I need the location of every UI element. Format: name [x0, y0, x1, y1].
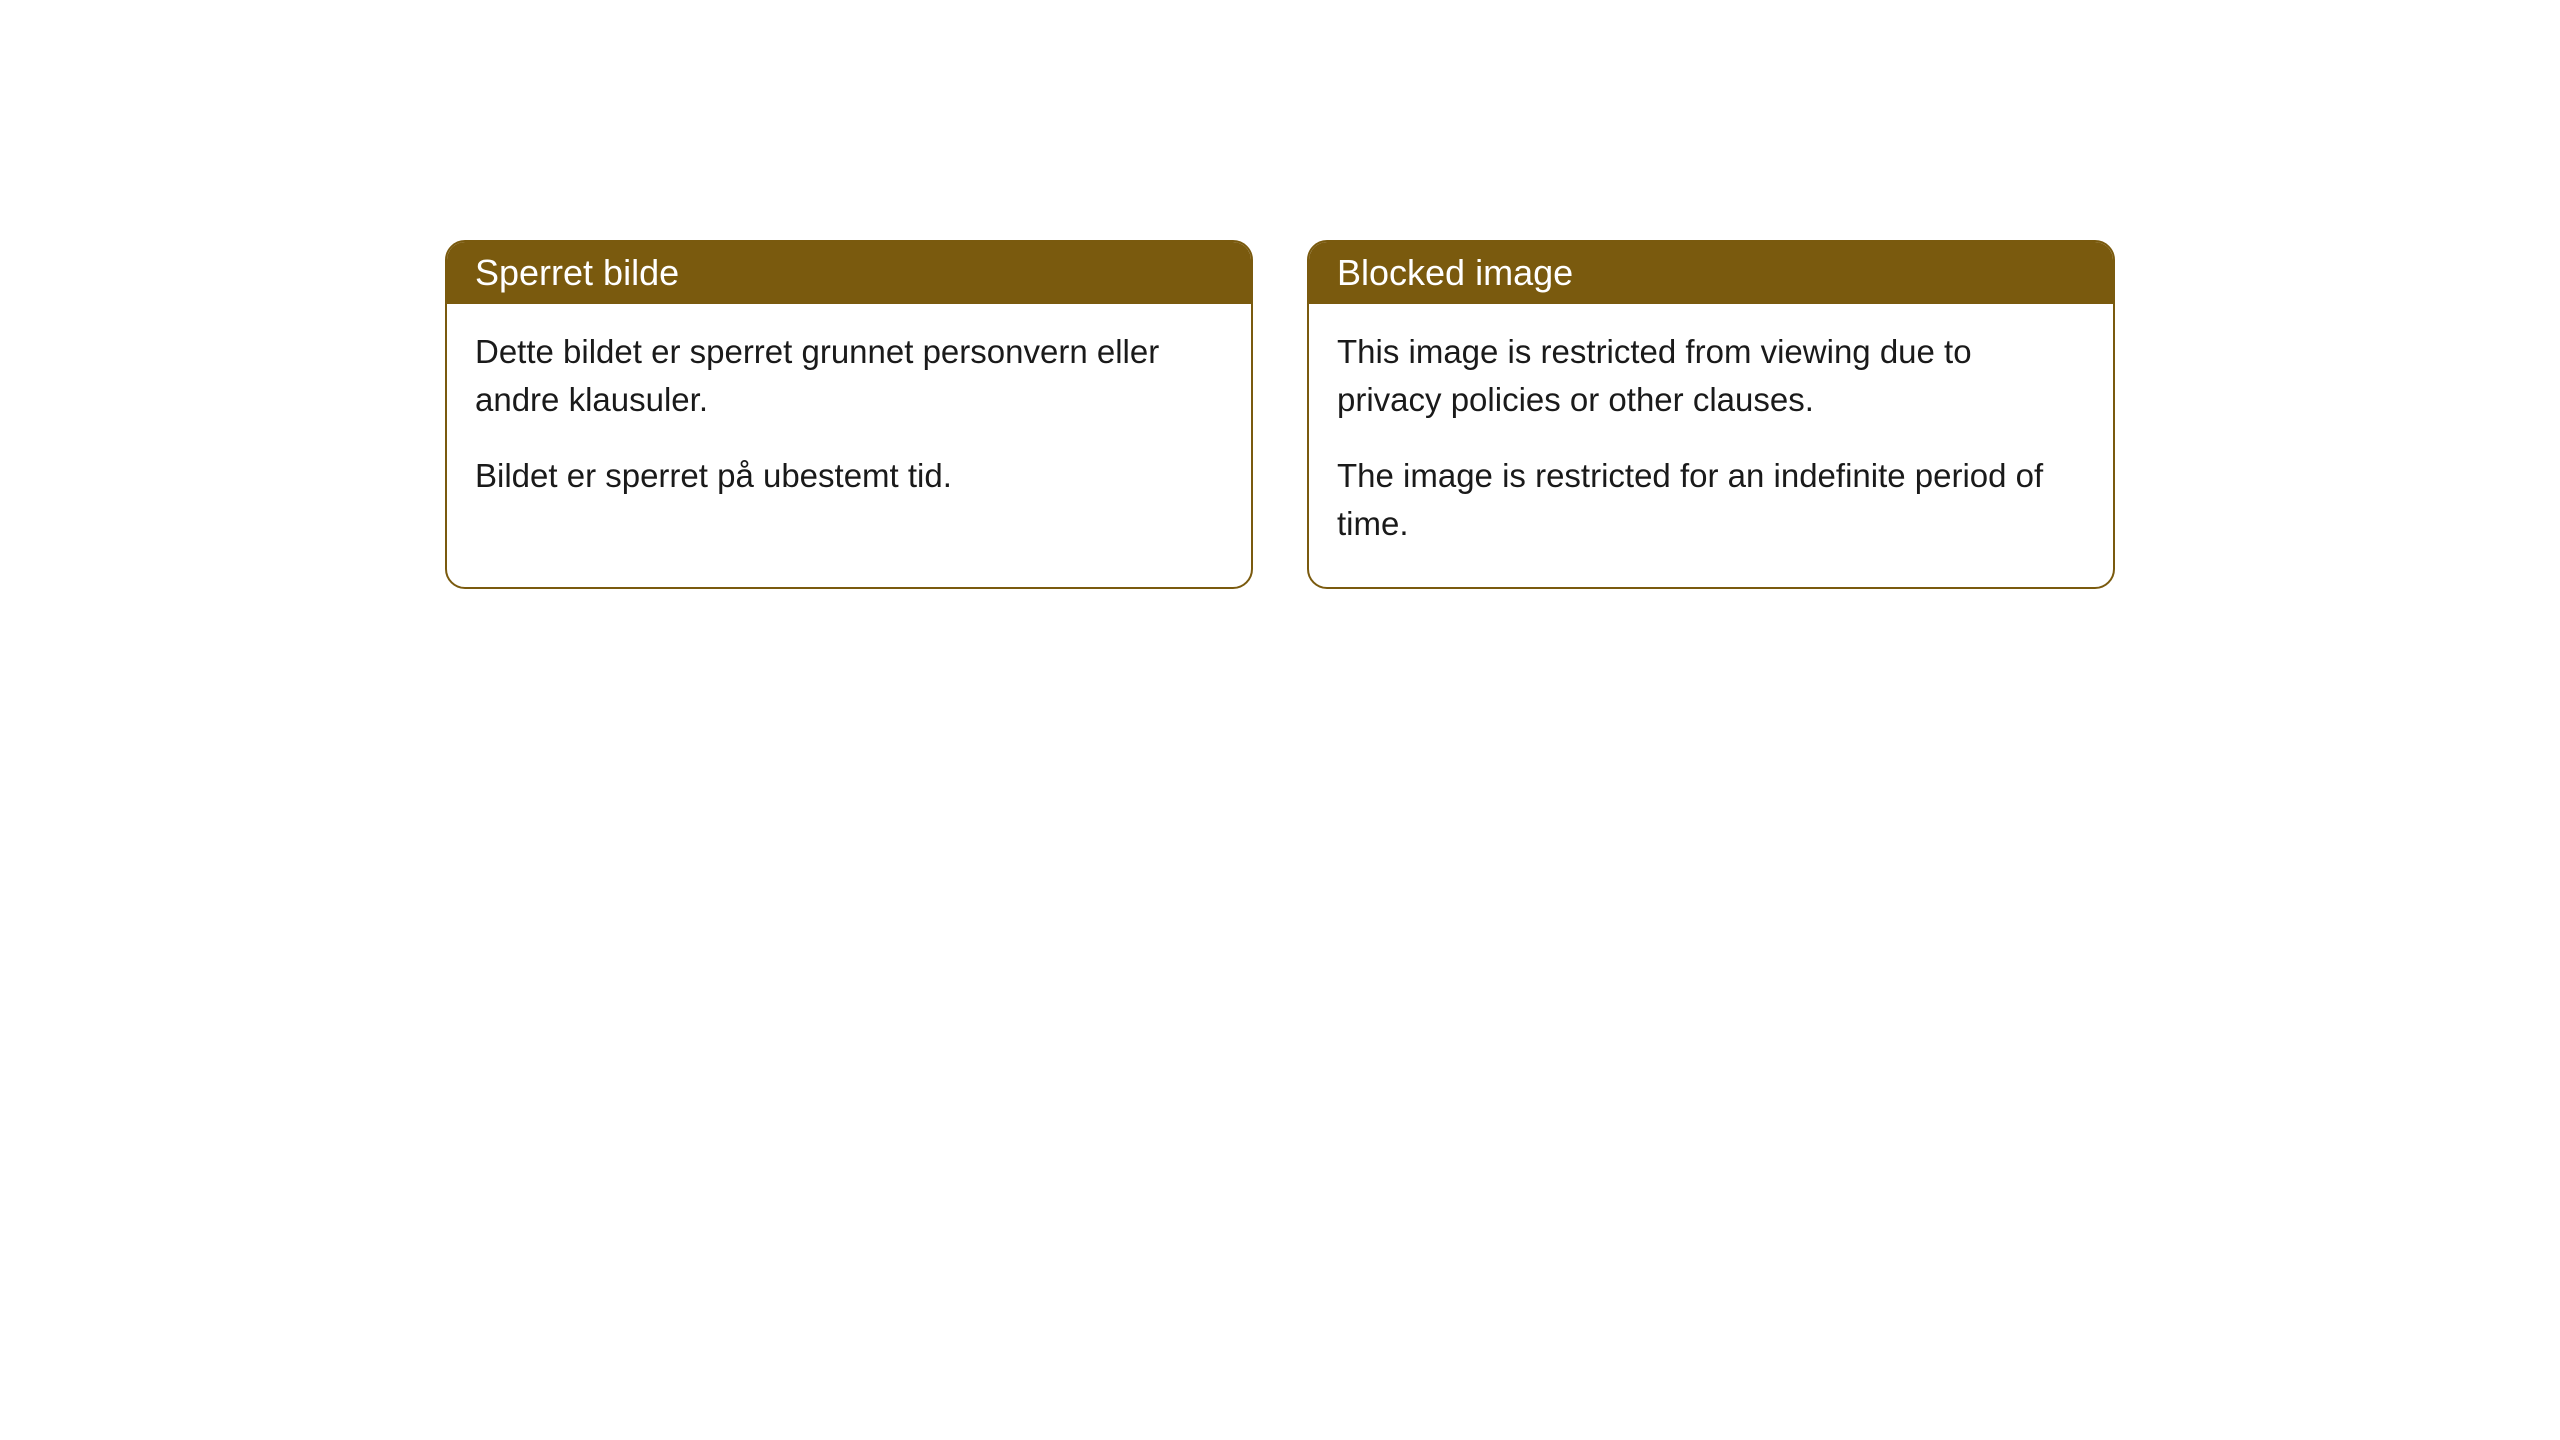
card-paragraph-2-english: The image is restricted for an indefinit…: [1337, 452, 2085, 548]
card-body-english: This image is restricted from viewing du…: [1309, 304, 2113, 587]
card-header-norwegian: Sperret bilde: [447, 242, 1251, 304]
card-title-norwegian: Sperret bilde: [475, 252, 679, 293]
card-paragraph-2-norwegian: Bildet er sperret på ubestemt tid.: [475, 452, 1223, 500]
card-title-english: Blocked image: [1337, 252, 1573, 293]
card-paragraph-1-english: This image is restricted from viewing du…: [1337, 328, 2085, 424]
card-body-norwegian: Dette bildet er sperret grunnet personve…: [447, 304, 1251, 540]
notice-card-english: Blocked image This image is restricted f…: [1307, 240, 2115, 589]
notice-container: Sperret bilde Dette bildet er sperret gr…: [0, 240, 2560, 589]
card-paragraph-1-norwegian: Dette bildet er sperret grunnet personve…: [475, 328, 1223, 424]
notice-card-norwegian: Sperret bilde Dette bildet er sperret gr…: [445, 240, 1253, 589]
card-header-english: Blocked image: [1309, 242, 2113, 304]
